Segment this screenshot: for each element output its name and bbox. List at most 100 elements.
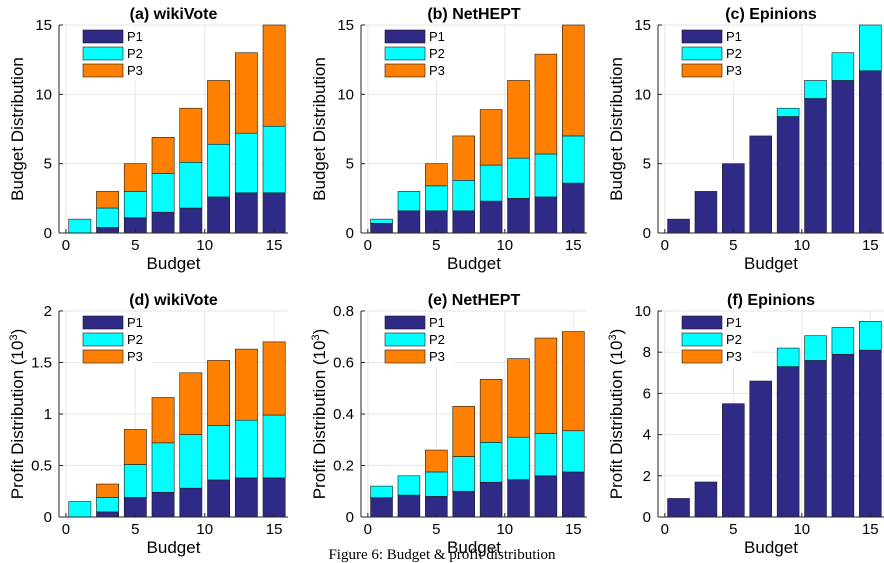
- legend-swatch-p1: [82, 315, 124, 330]
- chart-title: (e) NetHEPT: [428, 292, 521, 309]
- x-tick-label: 5: [729, 521, 737, 538]
- legend-label-p1: P1: [429, 315, 445, 330]
- y-axis-label-close: ): [8, 329, 27, 335]
- y-axis-label-exponent: 3: [310, 334, 322, 340]
- figure-caption: Figure 6: Budget & profit distribution: [328, 547, 556, 563]
- legend-swatch-p2: [681, 332, 723, 347]
- legend-swatch-p3: [681, 63, 723, 78]
- bar-p3-x15: [262, 341, 286, 416]
- legend: P1 P2 P3: [81, 313, 153, 367]
- legend-swatch-p1: [82, 29, 124, 44]
- chart-title: (d) wikiVote: [129, 292, 218, 309]
- y-tick-label: 0.4: [333, 406, 354, 423]
- bar-p3-x13: [234, 348, 258, 421]
- bar-p2-x1: [370, 218, 393, 224]
- x-tick-label: 0: [661, 521, 669, 538]
- y-axis-label-exponent: 3: [607, 334, 619, 340]
- bar-p1-x15: [859, 349, 882, 518]
- bar-p2-x9: [776, 107, 800, 117]
- legend: P1 P2 P3: [680, 27, 752, 81]
- bar-p1-x1: [667, 498, 690, 518]
- bar-p2-x5: [123, 191, 147, 219]
- bar-p2-x9: [179, 161, 203, 209]
- x-tick-label: 10: [496, 237, 513, 254]
- bar-p1-x7: [452, 490, 475, 518]
- bar-p1-x7: [151, 211, 175, 234]
- legend-swatch-p2: [82, 46, 124, 61]
- legend-swatch-p2: [681, 46, 723, 61]
- bar-p1-x15: [262, 477, 286, 518]
- legend-swatch-p3: [384, 63, 426, 78]
- bar-p1-x9: [179, 207, 203, 234]
- bar-p3-x5: [123, 429, 147, 465]
- legend-swatch-p3: [82, 63, 124, 78]
- legend-swatch-p2: [82, 332, 124, 347]
- bar-p3-x13: [234, 52, 258, 134]
- y-tick-label: 1: [44, 406, 52, 423]
- bar-p1-x11: [804, 98, 827, 234]
- y-tick-label: 0.8: [333, 303, 354, 320]
- bar-p2-x1: [370, 485, 393, 498]
- y-axis-label: Budget Distribution: [310, 57, 329, 201]
- legend-label-p1: P1: [127, 315, 143, 330]
- x-tick-label: 10: [793, 521, 810, 538]
- bar-p1-x9: [479, 481, 503, 518]
- y-tick-label: 8: [643, 344, 651, 361]
- bar-p2-x5: [123, 464, 147, 498]
- y-axis-label: Profit Distribution (103): [607, 329, 626, 500]
- bar-p1-x5: [722, 403, 745, 518]
- legend-label-p3: P3: [429, 63, 445, 78]
- chart-title: (f) Epinions: [727, 292, 815, 309]
- y-tick-label: 15: [634, 17, 651, 34]
- bar-p2-x7: [151, 173, 175, 213]
- legend-label-p2: P2: [429, 46, 445, 61]
- x-tick-label: 5: [131, 237, 139, 254]
- bar-p1-x13: [831, 80, 855, 234]
- bar-p2-x15: [859, 24, 882, 72]
- x-axis-label: Budget: [147, 538, 201, 557]
- x-tick-label: 15: [862, 521, 879, 538]
- bar-p2-x3: [96, 207, 119, 228]
- x-tick-label: 15: [862, 237, 879, 254]
- bar-p1-x3: [397, 494, 421, 518]
- legend-label-p2: P2: [726, 46, 742, 61]
- bar-p2-x11: [507, 157, 530, 199]
- chart-panel-6: 0 5 10 15 0 2 4 6 8 10 (f) Epinions Budget Profit Di…: [607, 292, 884, 557]
- bar-p3-x11: [207, 360, 231, 426]
- chart-title: (a) wikiVote: [130, 6, 218, 23]
- bar-p2-x3: [397, 475, 421, 496]
- bar-p1-x13: [234, 477, 258, 518]
- y-tick-label: 0.6: [333, 355, 354, 372]
- bar-p1-x7: [151, 491, 175, 518]
- x-tick-label: 5: [131, 521, 139, 538]
- x-tick-label: 15: [266, 521, 283, 538]
- y-tick-label: 0: [346, 225, 354, 242]
- bar-p3-x11: [207, 80, 231, 145]
- bar-p3-x7: [452, 405, 475, 457]
- bar-p3-x7: [452, 135, 475, 181]
- bar-p1-x11: [804, 360, 827, 518]
- y-axis-label-close: ): [310, 329, 329, 335]
- y-tick-label: 0: [643, 509, 651, 526]
- bar-p1-x1: [370, 497, 393, 518]
- y-axis-label: Budget Distribution: [8, 57, 27, 201]
- legend-label-p2: P2: [726, 332, 742, 347]
- bar-p1-x3: [96, 511, 119, 518]
- bar-p1-x3: [694, 191, 718, 234]
- bar-p1-x11: [507, 479, 530, 518]
- bar-p3-x15: [262, 24, 286, 127]
- bar-p1-x1: [370, 222, 393, 234]
- bar-p2-x7: [452, 456, 475, 492]
- legend-label-p3: P3: [127, 349, 143, 364]
- chart-panel-2: 0 5 10 15 0 5 10 15 (b) NetHEPT Budget Budget Dist…: [310, 6, 587, 273]
- y-tick-label: 0: [44, 225, 52, 242]
- bar-p3-x5: [123, 163, 147, 192]
- legend-swatch-p1: [384, 315, 426, 330]
- bar-p2-x9: [479, 442, 503, 483]
- bar-p2-x5: [425, 185, 448, 212]
- legend-swatch-p1: [384, 29, 426, 44]
- x-tick-label: 0: [364, 521, 372, 538]
- y-tick-label: 0.2: [333, 458, 354, 475]
- chart-title: (c) Epinions: [725, 6, 817, 23]
- bar-p1-x5: [722, 163, 745, 234]
